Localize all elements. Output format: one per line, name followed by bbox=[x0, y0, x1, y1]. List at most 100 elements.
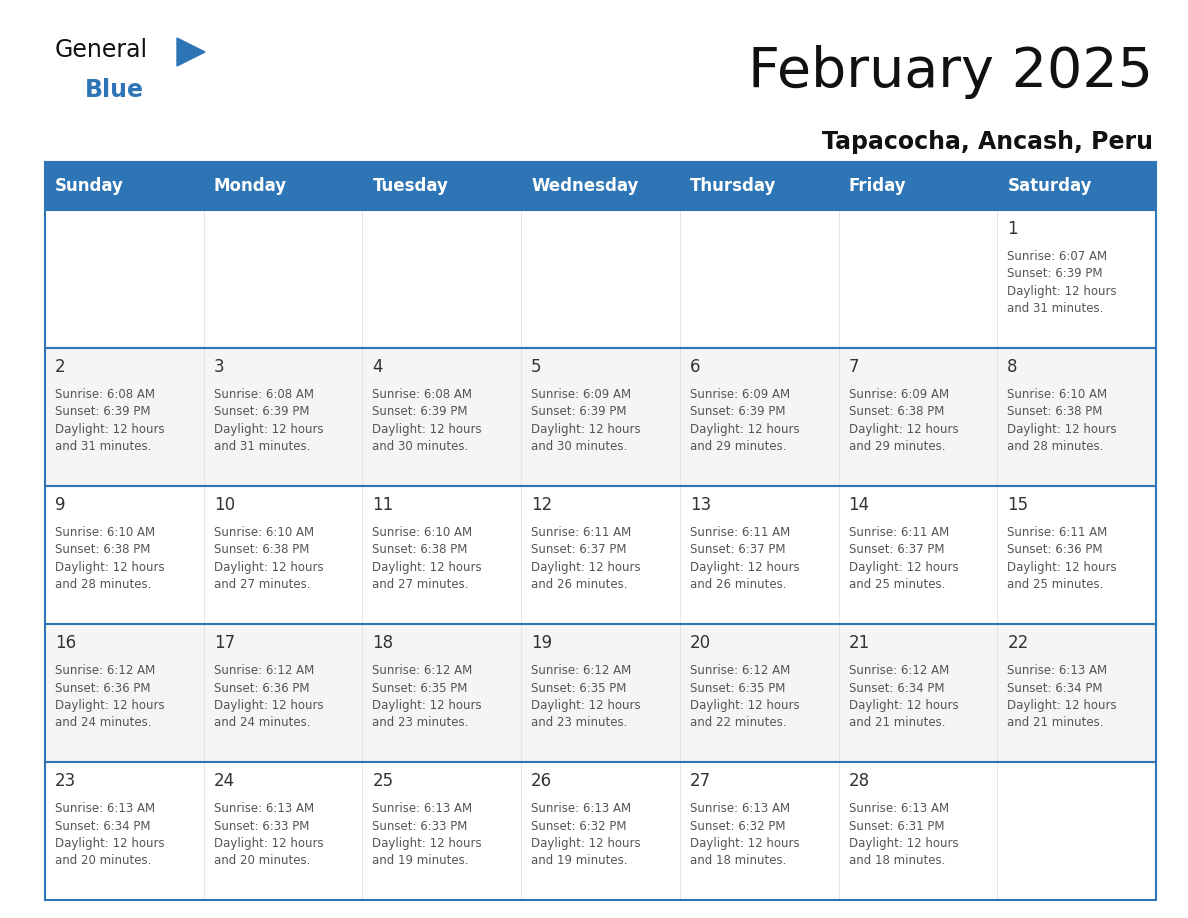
Text: Monday: Monday bbox=[214, 177, 286, 195]
Text: 20: 20 bbox=[690, 634, 710, 652]
Text: Sunrise: 6:11 AM: Sunrise: 6:11 AM bbox=[848, 526, 949, 539]
Text: 27: 27 bbox=[690, 772, 710, 790]
Bar bbox=[203, 624, 362, 762]
Polygon shape bbox=[177, 38, 206, 66]
Text: Sunrise: 6:12 AM: Sunrise: 6:12 AM bbox=[214, 664, 314, 677]
Text: Sunset: 6:39 PM: Sunset: 6:39 PM bbox=[55, 406, 151, 419]
Text: and 31 minutes.: and 31 minutes. bbox=[214, 441, 310, 453]
Text: and 30 minutes.: and 30 minutes. bbox=[531, 441, 627, 453]
Bar bbox=[522, 762, 680, 900]
Text: Sunset: 6:37 PM: Sunset: 6:37 PM bbox=[848, 543, 944, 556]
Text: and 27 minutes.: and 27 minutes. bbox=[372, 578, 469, 591]
Text: Sunrise: 6:12 AM: Sunrise: 6:12 AM bbox=[372, 664, 473, 677]
Text: Sunset: 6:32 PM: Sunset: 6:32 PM bbox=[531, 820, 626, 833]
Text: and 27 minutes.: and 27 minutes. bbox=[214, 578, 310, 591]
Text: Daylight: 12 hours: Daylight: 12 hours bbox=[372, 423, 482, 436]
Text: 19: 19 bbox=[531, 634, 552, 652]
Text: and 31 minutes.: and 31 minutes. bbox=[1007, 303, 1104, 316]
Text: Sunset: 6:36 PM: Sunset: 6:36 PM bbox=[55, 681, 151, 695]
Text: 6: 6 bbox=[690, 358, 701, 376]
Text: and 21 minutes.: and 21 minutes. bbox=[1007, 717, 1104, 730]
Text: Wednesday: Wednesday bbox=[531, 177, 638, 195]
Text: Sunrise: 6:08 AM: Sunrise: 6:08 AM bbox=[55, 388, 154, 401]
Text: Sunset: 6:39 PM: Sunset: 6:39 PM bbox=[214, 406, 309, 419]
Text: General: General bbox=[55, 38, 148, 62]
Text: Daylight: 12 hours: Daylight: 12 hours bbox=[1007, 699, 1117, 712]
Text: and 20 minutes.: and 20 minutes. bbox=[55, 855, 151, 868]
Text: Daylight: 12 hours: Daylight: 12 hours bbox=[690, 837, 800, 850]
Text: and 18 minutes.: and 18 minutes. bbox=[848, 855, 944, 868]
Text: Daylight: 12 hours: Daylight: 12 hours bbox=[848, 837, 959, 850]
Bar bbox=[45, 762, 203, 900]
Bar bbox=[203, 162, 362, 210]
Text: Sunrise: 6:07 AM: Sunrise: 6:07 AM bbox=[1007, 250, 1107, 263]
Text: and 21 minutes.: and 21 minutes. bbox=[848, 717, 946, 730]
Text: 11: 11 bbox=[372, 496, 393, 514]
Text: Daylight: 12 hours: Daylight: 12 hours bbox=[55, 423, 165, 436]
Bar bbox=[522, 162, 680, 210]
Text: Sunset: 6:34 PM: Sunset: 6:34 PM bbox=[848, 681, 944, 695]
Text: Sunrise: 6:12 AM: Sunrise: 6:12 AM bbox=[690, 664, 790, 677]
Text: and 26 minutes.: and 26 minutes. bbox=[531, 578, 627, 591]
Bar bbox=[839, 348, 997, 486]
Text: 22: 22 bbox=[1007, 634, 1029, 652]
Text: Blue: Blue bbox=[86, 78, 144, 102]
Text: 13: 13 bbox=[690, 496, 712, 514]
Text: Daylight: 12 hours: Daylight: 12 hours bbox=[214, 699, 323, 712]
Bar bbox=[362, 162, 522, 210]
Bar bbox=[839, 762, 997, 900]
Text: and 29 minutes.: and 29 minutes. bbox=[690, 441, 786, 453]
Bar bbox=[203, 348, 362, 486]
Text: Sunset: 6:35 PM: Sunset: 6:35 PM bbox=[372, 681, 468, 695]
Text: Sunrise: 6:12 AM: Sunrise: 6:12 AM bbox=[55, 664, 156, 677]
Text: 1: 1 bbox=[1007, 220, 1018, 238]
Bar bbox=[45, 486, 203, 624]
Text: Sunrise: 6:13 AM: Sunrise: 6:13 AM bbox=[690, 802, 790, 815]
Text: Sunset: 6:32 PM: Sunset: 6:32 PM bbox=[690, 820, 785, 833]
Text: Sunday: Sunday bbox=[55, 177, 124, 195]
Text: Sunset: 6:37 PM: Sunset: 6:37 PM bbox=[531, 543, 626, 556]
Text: Sunset: 6:38 PM: Sunset: 6:38 PM bbox=[1007, 406, 1102, 419]
Text: 23: 23 bbox=[55, 772, 76, 790]
Bar bbox=[839, 486, 997, 624]
Bar bbox=[997, 210, 1156, 348]
Text: Sunset: 6:35 PM: Sunset: 6:35 PM bbox=[531, 681, 626, 695]
Bar bbox=[362, 762, 522, 900]
Text: Daylight: 12 hours: Daylight: 12 hours bbox=[848, 561, 959, 574]
Text: Thursday: Thursday bbox=[690, 177, 776, 195]
Text: 9: 9 bbox=[55, 496, 65, 514]
Bar bbox=[680, 348, 839, 486]
Text: Sunrise: 6:11 AM: Sunrise: 6:11 AM bbox=[690, 526, 790, 539]
Text: and 23 minutes.: and 23 minutes. bbox=[531, 717, 627, 730]
Bar bbox=[522, 210, 680, 348]
Text: Tuesday: Tuesday bbox=[372, 177, 448, 195]
Text: Sunset: 6:34 PM: Sunset: 6:34 PM bbox=[1007, 681, 1102, 695]
Bar bbox=[522, 624, 680, 762]
Text: Sunset: 6:39 PM: Sunset: 6:39 PM bbox=[372, 406, 468, 419]
Text: Sunrise: 6:09 AM: Sunrise: 6:09 AM bbox=[848, 388, 949, 401]
Text: and 30 minutes.: and 30 minutes. bbox=[372, 441, 469, 453]
Bar bbox=[680, 486, 839, 624]
Bar bbox=[45, 348, 203, 486]
Text: Sunrise: 6:10 AM: Sunrise: 6:10 AM bbox=[214, 526, 314, 539]
Text: Sunrise: 6:13 AM: Sunrise: 6:13 AM bbox=[1007, 664, 1107, 677]
Text: Daylight: 12 hours: Daylight: 12 hours bbox=[1007, 423, 1117, 436]
Text: Sunset: 6:34 PM: Sunset: 6:34 PM bbox=[55, 820, 151, 833]
Text: Daylight: 12 hours: Daylight: 12 hours bbox=[1007, 285, 1117, 298]
Text: Daylight: 12 hours: Daylight: 12 hours bbox=[531, 423, 640, 436]
Text: and 18 minutes.: and 18 minutes. bbox=[690, 855, 786, 868]
Text: Sunrise: 6:12 AM: Sunrise: 6:12 AM bbox=[531, 664, 631, 677]
Text: February 2025: February 2025 bbox=[748, 45, 1154, 99]
Text: Sunrise: 6:13 AM: Sunrise: 6:13 AM bbox=[372, 802, 473, 815]
Bar bbox=[45, 210, 203, 348]
Text: Daylight: 12 hours: Daylight: 12 hours bbox=[1007, 561, 1117, 574]
Text: Sunrise: 6:13 AM: Sunrise: 6:13 AM bbox=[55, 802, 156, 815]
Bar bbox=[680, 624, 839, 762]
Text: and 22 minutes.: and 22 minutes. bbox=[690, 717, 786, 730]
Text: Saturday: Saturday bbox=[1007, 177, 1092, 195]
Bar bbox=[362, 624, 522, 762]
Text: Daylight: 12 hours: Daylight: 12 hours bbox=[214, 561, 323, 574]
Bar bbox=[45, 624, 203, 762]
Text: Sunrise: 6:13 AM: Sunrise: 6:13 AM bbox=[848, 802, 949, 815]
Bar bbox=[997, 486, 1156, 624]
